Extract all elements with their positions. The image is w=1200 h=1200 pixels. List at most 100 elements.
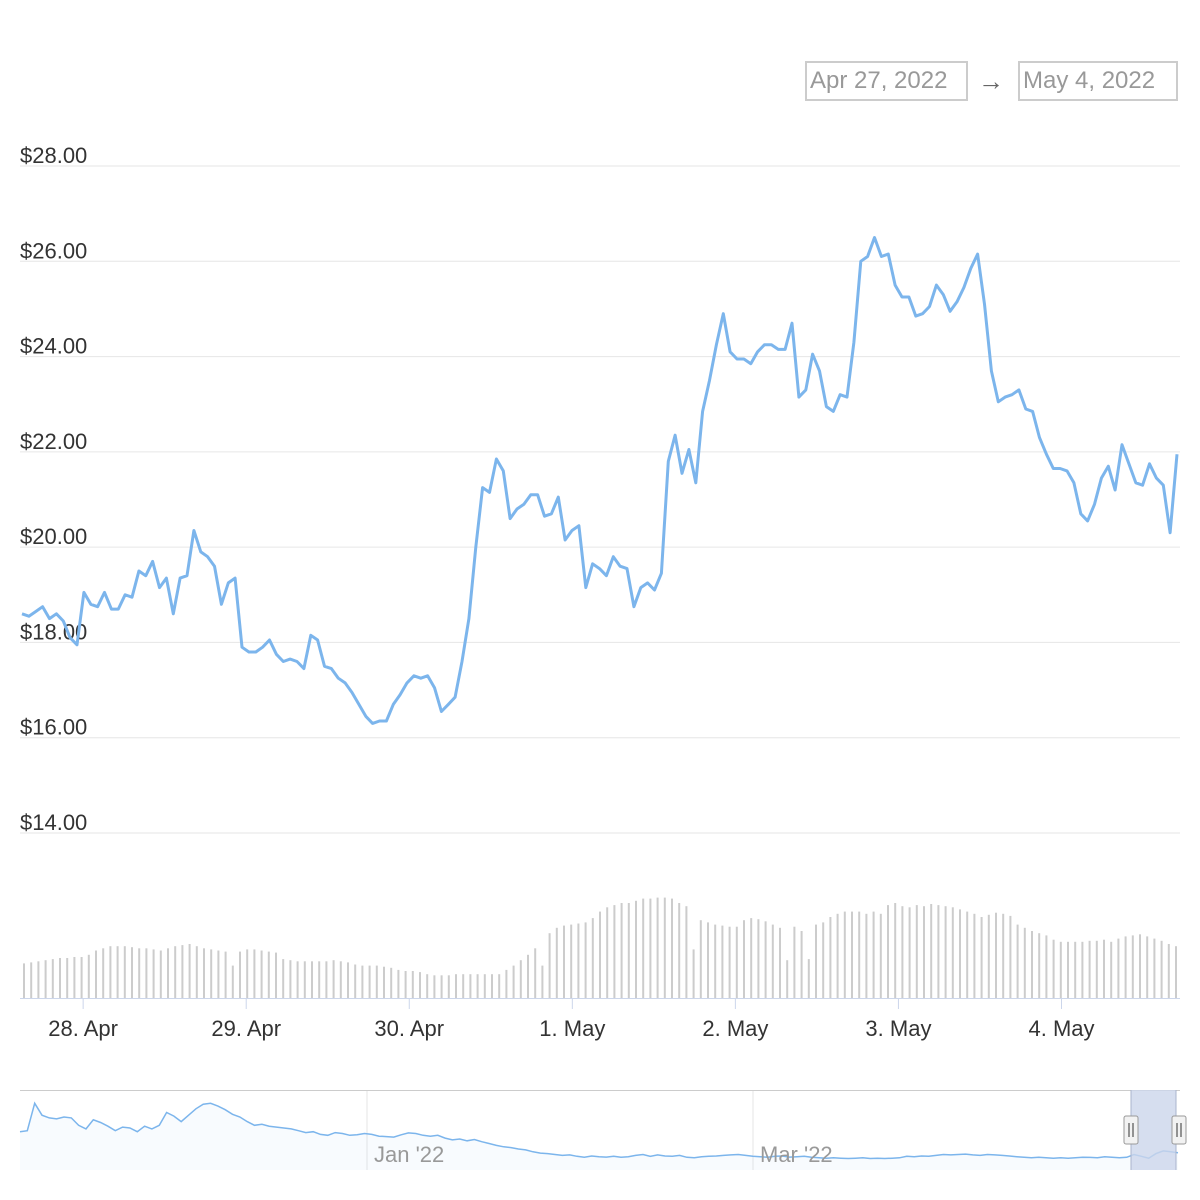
volume-bar <box>210 949 213 998</box>
volume-bar <box>325 961 328 998</box>
volume-bar <box>1045 935 1048 998</box>
volume-bar <box>419 972 421 998</box>
volume-bar <box>836 913 839 998</box>
volume-bar <box>944 906 947 998</box>
navigator-tick-label: Mar '22 <box>760 1142 833 1167</box>
volume-bar <box>656 897 659 998</box>
volume-bar <box>707 922 709 998</box>
volume-bar <box>1059 941 1062 998</box>
volume-bar <box>109 946 112 998</box>
volume-bar <box>872 911 875 998</box>
volume-bar <box>260 950 263 998</box>
range-to-input[interactable]: May 4, 2022 <box>1018 61 1178 101</box>
volume-bar <box>987 914 990 998</box>
volume-bar <box>534 948 537 998</box>
x-tick-label: 3. May <box>865 1016 931 1041</box>
x-tick-label: 2. May <box>702 1016 768 1041</box>
volume-bar <box>203 948 205 998</box>
volume-bar <box>901 906 904 998</box>
navigator-area <box>20 1103 1178 1170</box>
volume-bar <box>131 947 133 998</box>
volume-bar <box>591 918 594 998</box>
volume-bar <box>296 961 299 998</box>
volume-bar <box>728 926 731 998</box>
volume-bar <box>87 954 90 998</box>
navigator-labels: Jan '22 Mar '22 <box>374 1142 833 1167</box>
volume-bar <box>822 922 825 998</box>
volume-bar <box>714 924 717 998</box>
range-from-input[interactable]: Apr 27, 2022 <box>805 61 968 101</box>
volume-bar <box>404 971 407 998</box>
volume-bar <box>908 907 911 998</box>
navigator-line <box>19 1101 1179 1160</box>
volume-bar <box>779 927 781 998</box>
navigator-handle-right[interactable] <box>1171 1115 1187 1145</box>
volume-bar <box>635 900 637 998</box>
volume-bar <box>1081 941 1084 998</box>
volume-bar <box>1016 924 1019 998</box>
volume-bar <box>865 913 868 998</box>
volume-bar <box>282 959 285 998</box>
volume-bar <box>397 969 400 998</box>
volume-bar <box>555 927 558 998</box>
volume-bar <box>347 962 349 998</box>
volume-bar <box>930 904 933 998</box>
volume-bar <box>699 920 702 998</box>
volume-bar <box>800 931 803 998</box>
volume-bar <box>606 907 609 998</box>
volume-bar <box>678 903 681 998</box>
volume-bar <box>563 925 565 998</box>
volume-bar <box>815 924 817 998</box>
volume-bar <box>383 966 385 998</box>
volume-bar <box>663 897 666 998</box>
y-tick-label: $16.00 <box>20 715 87 740</box>
volume-bar <box>966 911 969 998</box>
price-line[interactable] <box>21 236 1179 725</box>
volume-bar <box>512 965 515 998</box>
navigator-handle-left[interactable] <box>1123 1115 1139 1145</box>
volume-bar <box>80 957 83 998</box>
navigator[interactable]: Jan '22 Mar '22 <box>19 1090 1187 1170</box>
volume-bar <box>627 903 630 998</box>
volume-bar <box>1067 941 1069 998</box>
volume-bar <box>167 948 169 998</box>
volume-bar <box>174 946 177 998</box>
y-tick-label: $18.00 <box>20 619 87 644</box>
volume-bar <box>1095 940 1098 998</box>
volume-bar <box>642 898 645 998</box>
volume-bar <box>973 913 976 998</box>
volume-bar <box>721 925 724 998</box>
volume-bar <box>937 905 940 998</box>
volume-bar <box>231 965 234 998</box>
volume-bar <box>807 959 810 998</box>
volume-bar <box>95 950 97 998</box>
volume-bar <box>858 911 861 998</box>
x-tick-label: 28. Apr <box>48 1016 118 1041</box>
volume-bar <box>951 907 954 998</box>
y-axis-labels: $14.00 $16.00 $18.00 $20.00 $22.00 $24.00 $26.… <box>20 143 87 835</box>
volume-bar <box>829 917 832 998</box>
volume-bar <box>577 923 580 998</box>
volume-bar <box>894 903 897 998</box>
volume-bar <box>541 965 544 998</box>
volume-bar <box>505 969 508 998</box>
volume-bar <box>915 905 918 998</box>
x-tick-label: 29. Apr <box>211 1016 281 1041</box>
volume-bar <box>455 974 457 998</box>
volume-bar <box>361 965 364 998</box>
volume-bar <box>1160 940 1163 998</box>
volume-bar <box>440 975 443 998</box>
navigator-tick-label: Jan '22 <box>374 1142 444 1167</box>
volume-bar <box>354 964 357 998</box>
x-axis-ticks <box>82 999 1062 1009</box>
volume-bar <box>1031 931 1033 998</box>
volume-bar <box>1139 934 1141 998</box>
y-gridlines <box>20 165 1180 834</box>
volume-bar <box>685 906 688 998</box>
volume-bar <box>548 933 551 998</box>
volume-bar <box>44 960 47 998</box>
volume-bar <box>37 961 40 998</box>
volume-bar <box>275 952 277 998</box>
volume-bar <box>224 951 227 998</box>
